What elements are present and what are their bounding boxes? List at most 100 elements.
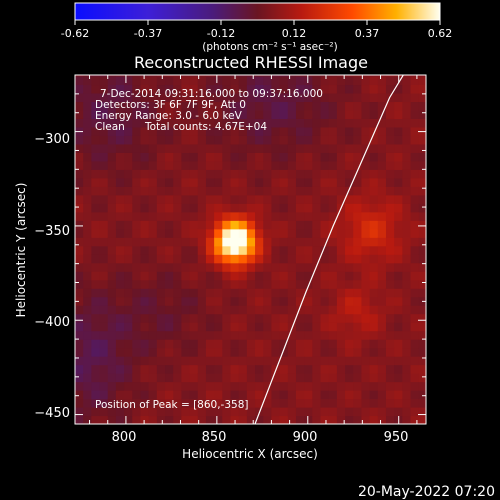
heatmap-cell (377, 381, 387, 391)
heatmap-cell (320, 407, 330, 417)
heatmap-cell (279, 220, 289, 230)
heatmap-cell (83, 313, 92, 323)
heatmap-cell (353, 390, 363, 400)
heatmap-cell (181, 75, 191, 86)
heatmap-cell (148, 407, 158, 417)
heatmap-cell (107, 398, 117, 408)
heatmap-cell (107, 118, 117, 128)
heatmap-cell (222, 220, 232, 230)
heatmap-cell (205, 194, 215, 204)
heatmap-cell (107, 237, 117, 247)
heatmap-cell (402, 305, 412, 315)
heatmap-cell (222, 126, 232, 136)
heatmap-cell (230, 186, 240, 196)
heatmap-cell (156, 75, 166, 86)
heatmap-cell (230, 305, 240, 315)
heatmap-cell (336, 75, 346, 86)
heatmap-cell (255, 381, 264, 391)
heatmap-cell (189, 75, 199, 86)
heatmap-cell (402, 186, 412, 196)
heatmap-cell (181, 364, 191, 374)
heatmap-cell (222, 245, 232, 255)
heatmap-cell (271, 152, 281, 162)
heatmap-cell (173, 220, 182, 230)
heatmap-cell (369, 126, 379, 136)
heatmap-cell (361, 339, 371, 349)
heatmap-cell (402, 118, 412, 128)
heatmap-cell (107, 288, 117, 298)
heatmap-cell (99, 322, 109, 332)
heatmap-cell (83, 322, 92, 332)
heatmap-cell (107, 194, 117, 204)
heatmap-cell (255, 186, 264, 196)
heatmap-cell (418, 152, 426, 162)
heatmap-cell (385, 279, 395, 289)
chart-title: Reconstructed RHESSI Image (134, 53, 368, 72)
heatmap-cell (197, 75, 207, 86)
heatmap-cell (304, 109, 313, 119)
heatmap-cell (140, 322, 150, 332)
heatmap-cell (361, 177, 371, 187)
heatmap-cell (132, 381, 142, 391)
heatmap-cell (173, 169, 182, 179)
heatmap-cell (222, 415, 232, 424)
heatmap-cell (124, 305, 133, 315)
heatmap-cell (320, 339, 330, 349)
heatmap-cell (115, 254, 125, 264)
heatmap-cell (255, 296, 264, 306)
heatmap-cell (328, 415, 338, 424)
heatmap-cell (214, 109, 223, 119)
heatmap-cell (402, 364, 412, 374)
heatmap-cell (205, 390, 215, 400)
heatmap-cell (287, 339, 297, 349)
heatmap-cell (271, 194, 281, 204)
heatmap-cell (271, 339, 281, 349)
heatmap-cell (263, 101, 273, 111)
heatmap-cell (214, 220, 223, 230)
heatmap-cell (230, 169, 240, 179)
heatmap-cell (287, 75, 297, 77)
heatmap-cell (287, 373, 297, 383)
heatmap-cell (287, 381, 297, 391)
heatmap-cell (328, 305, 338, 315)
heatmap-cell (385, 101, 395, 111)
heatmap-cell (312, 305, 322, 315)
heatmap-cell (369, 203, 379, 213)
heatmap-cell (124, 381, 133, 391)
heatmap-cell (255, 220, 264, 230)
heatmap-cell (205, 356, 215, 366)
heatmap-cell (189, 169, 199, 179)
heatmap-cell (304, 220, 313, 230)
heatmap-cell (165, 356, 174, 366)
heatmap-cell (230, 245, 240, 255)
heatmap-cell (394, 390, 403, 400)
heatmap-cell (75, 109, 84, 119)
heatmap-cell (99, 305, 109, 315)
heatmap-cell (189, 415, 199, 424)
heatmap-cell (320, 186, 330, 196)
heatmap-cell (124, 364, 133, 374)
heatmap-cell (173, 390, 182, 400)
heatmap-cell (124, 186, 133, 196)
heatmap-cell (124, 330, 133, 340)
heatmap-cell (410, 126, 420, 136)
heatmap-cell (328, 279, 338, 289)
heatmap-cell (132, 407, 142, 417)
heatmap-cell (410, 262, 420, 272)
heatmap-cell (336, 220, 346, 230)
heatmap-cell (181, 75, 191, 77)
heatmap-cell (173, 279, 182, 289)
heatmap-cell (189, 118, 199, 128)
heatmap-cell (246, 126, 256, 136)
heatmap-cell (345, 109, 354, 119)
heatmap-cell (328, 126, 338, 136)
heatmap-cell (361, 390, 371, 400)
heatmap-cell (271, 211, 281, 221)
heatmap-cell (361, 364, 371, 374)
heatmap-cell (205, 330, 215, 340)
x-tick-labels: 800 850 900 950 (112, 430, 409, 445)
heatmap-cell (320, 356, 330, 366)
heatmap-cell (156, 143, 166, 153)
heatmap-cell (132, 118, 142, 128)
